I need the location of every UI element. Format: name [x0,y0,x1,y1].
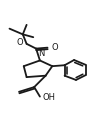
Text: O: O [51,43,58,52]
Text: OH: OH [43,93,56,102]
Text: O: O [16,38,23,47]
Text: N: N [38,49,44,58]
